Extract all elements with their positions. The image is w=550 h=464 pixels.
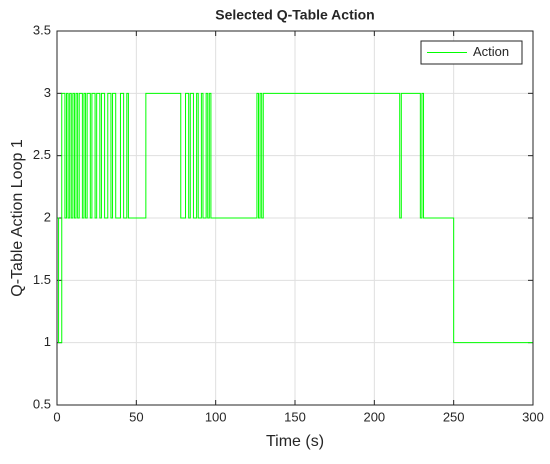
x-tick-label: 100	[205, 409, 227, 424]
data-line	[57, 92, 533, 344]
y-tick-label: 2.5	[33, 147, 51, 162]
y-tick-label: 1	[44, 334, 51, 349]
legend-label: Action	[473, 44, 509, 59]
x-tick-label: 200	[363, 409, 385, 424]
y-tick-label: 1.5	[33, 272, 51, 287]
x-tick-label: 300	[522, 409, 544, 424]
y-axis-label: Q-Table Action Loop 1	[9, 139, 26, 297]
y-tick-label: 0.5	[33, 396, 51, 411]
y-tick-label: 3	[44, 85, 51, 100]
x-tick-label: 150	[284, 409, 306, 424]
legend-box	[420, 40, 523, 65]
y-tick-label: 2	[44, 209, 51, 224]
x-tick-label: 0	[53, 409, 60, 424]
x-axis-label: Time (s)	[266, 433, 324, 450]
y-tick-label: 3.5	[33, 22, 51, 37]
axes-box	[56, 30, 534, 406]
x-tick-label: 50	[129, 409, 143, 424]
chart-title: Selected Q-Table Action	[215, 7, 374, 23]
x-tick-label: 250	[443, 409, 465, 424]
